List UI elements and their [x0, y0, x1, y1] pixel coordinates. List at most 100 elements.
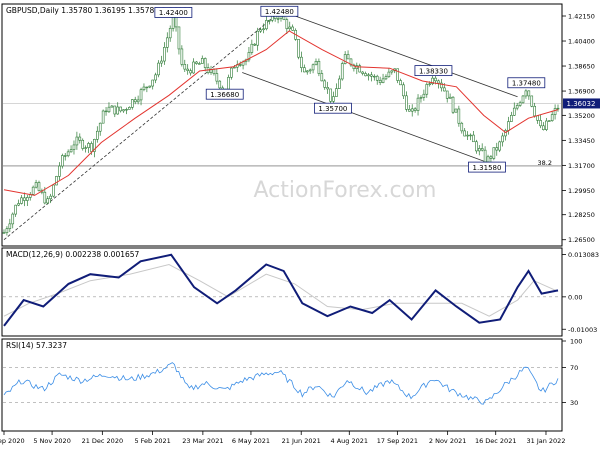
macd-signal-line [3, 263, 559, 317]
current-price-marker: 1.36032 [563, 98, 600, 109]
candle-body [521, 95, 525, 104]
candle-body [233, 66, 236, 69]
candle-body [136, 99, 140, 103]
candle-body [335, 88, 338, 97]
x-tick-label: 4 Aug 2021 [331, 437, 369, 445]
candle-body [119, 106, 122, 112]
candle-body [407, 109, 411, 112]
candle-body [125, 109, 128, 111]
candle-body [524, 90, 528, 97]
candle-body [262, 28, 265, 31]
macd-title: MACD(12,26,9) 0.002238 0.001657 [6, 250, 140, 259]
price-annotation-box [260, 5, 299, 17]
candle-body [399, 80, 402, 86]
candle-body [504, 130, 507, 137]
candle-body [11, 213, 15, 225]
macd-line [3, 253, 559, 327]
rsi-line [3, 362, 559, 405]
trendline [242, 72, 501, 168]
rsi-panel [1, 338, 563, 432]
candle-body [276, 18, 280, 20]
price-annotation-box [414, 65, 453, 77]
candle-body [378, 80, 382, 83]
candle-body [139, 89, 143, 101]
candle-body [122, 109, 125, 112]
price-annotation-label: 1.42400 [159, 9, 188, 17]
candle-body [151, 79, 155, 87]
candle-body [326, 87, 329, 90]
candle-body [434, 77, 437, 82]
candle-body [492, 147, 496, 159]
candle-body [66, 151, 70, 157]
macd-panel [1, 247, 563, 337]
candle-body [247, 52, 251, 61]
candle-body [311, 64, 315, 71]
x-tick-label: 22 Sep 2020 [0, 437, 25, 445]
candle-body [460, 122, 464, 132]
candle-body [317, 61, 321, 74]
candle-body [300, 56, 303, 68]
x-tick-label: 31 Jan 2022 [526, 437, 565, 445]
candle-body [192, 61, 195, 74]
price-y-tick-label: 1.28250 [568, 211, 595, 219]
candle-body [198, 63, 201, 65]
candle-body [486, 156, 490, 163]
fib-label: 38.2 [538, 159, 552, 167]
candle-body [475, 141, 478, 152]
candle-body [303, 67, 306, 73]
candle-body [265, 20, 268, 30]
candle-body [338, 78, 341, 89]
candle-body [291, 26, 294, 31]
candle-body [431, 77, 434, 85]
candle-body [384, 76, 388, 80]
candle-body [238, 64, 242, 66]
candle-body [160, 60, 163, 64]
rsi-title: RSI(14) 57.3237 [6, 341, 67, 350]
candle-body [518, 102, 522, 106]
x-tick-label: 21 Jun 2021 [282, 437, 321, 445]
trendline [3, 12, 280, 241]
candle-body [230, 67, 233, 78]
candle-body [425, 84, 429, 95]
candle-body [507, 121, 510, 131]
candle-body [469, 134, 472, 137]
candle-body [440, 82, 443, 89]
x-tick-label: 5 Feb 2021 [134, 437, 170, 445]
price-annotation-box [468, 161, 506, 173]
candle-body [20, 197, 23, 204]
candle-body [349, 58, 353, 66]
candle-body [495, 147, 499, 151]
candle-body [212, 69, 216, 74]
candle-body [69, 149, 73, 153]
candle-body [34, 182, 38, 188]
candle-body [55, 176, 58, 186]
candle-body [364, 73, 367, 77]
candle-body [259, 29, 262, 32]
candle-body [390, 70, 394, 73]
candle-body [87, 143, 90, 148]
candle-body [227, 76, 230, 90]
macd-y-tick-label: 0.013083 [568, 251, 599, 259]
rsi-y-tick-label: 70 [570, 364, 578, 372]
candle-body [168, 28, 172, 39]
price-y-tick-label: 1.36900 [568, 88, 595, 96]
watermark: ActionForex.com [254, 178, 437, 203]
price-annotation-label: 1.42480 [265, 8, 294, 16]
candle-body [442, 87, 446, 92]
candle-body [332, 96, 335, 102]
candle-body [157, 62, 160, 76]
candle-body [98, 122, 102, 132]
price-y-tick-label: 1.42150 [568, 13, 595, 21]
candle-body [101, 110, 105, 124]
candle-body [410, 108, 414, 112]
price-annotation-box [154, 7, 193, 18]
x-tick-label: 21 Dec 2020 [82, 437, 124, 445]
candle-body [72, 144, 76, 150]
candle-body [145, 86, 149, 89]
x-tick-label: 2 Nov 2021 [429, 437, 467, 445]
candle-body [75, 136, 79, 146]
candle-body [142, 86, 146, 91]
candle-body [81, 139, 85, 149]
candle-body [23, 197, 26, 201]
candle-body [43, 191, 47, 204]
